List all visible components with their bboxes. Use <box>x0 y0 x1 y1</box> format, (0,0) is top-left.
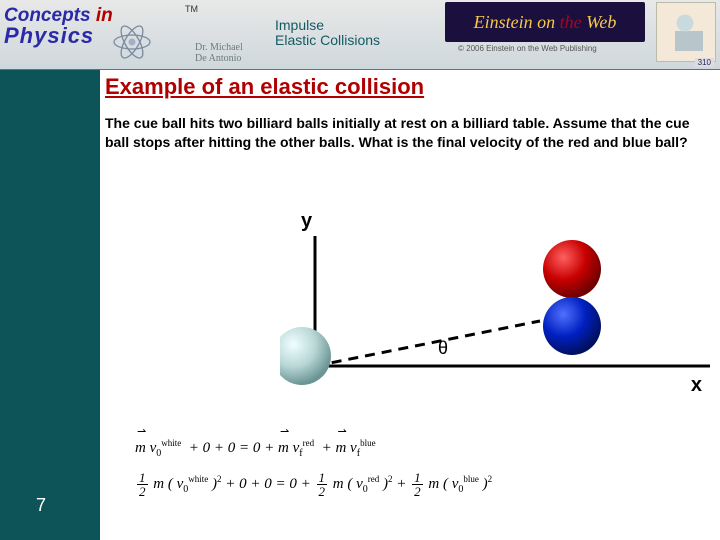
momentum-equation: m v0white + 0 + 0 = 0 + m vfred + m vfbl… <box>135 430 695 466</box>
theta-label: θ <box>438 338 448 359</box>
topic-title: Impulse Elastic Collisions <box>275 18 380 49</box>
blue-ball <box>543 297 601 355</box>
trademark: TM <box>185 4 198 14</box>
cue-ball <box>280 327 331 385</box>
slide-title: Example of an elastic collision <box>105 74 715 100</box>
energy-equation: 12 m ( v0white )2 + 0 + 0 = 0 + 12 m ( v… <box>135 466 695 502</box>
page-number: 7 <box>36 495 46 516</box>
einstein-logo: Einstein on the Web <box>445 2 645 42</box>
problem-text: The cue ball hits two billiard balls ini… <box>105 114 710 152</box>
left-stripe <box>0 0 100 540</box>
equations-block: m v0white + 0 + 0 = 0 + m vfred + m vfbl… <box>135 430 695 502</box>
author-name: Dr. Michael De Antonio <box>195 42 243 64</box>
publisher-icon <box>656 2 716 62</box>
red-ball <box>543 240 601 298</box>
y-axis-label: y <box>301 210 312 233</box>
logo-concepts-in-physics: Concepts in Physics <box>4 6 113 47</box>
atom-icon <box>110 20 154 64</box>
slide-counter: 310 <box>695 58 714 67</box>
trajectory-line <box>315 321 540 366</box>
copyright-text: © 2006 Einstein on the Web Publishing <box>458 44 597 53</box>
diagram-svg <box>280 216 710 416</box>
collision-diagram: y θ x <box>280 216 710 416</box>
slide-content: Example of an elastic collision The cue … <box>105 74 715 152</box>
header-bar: Concepts in Physics TM Impulse Elastic C… <box>0 0 720 70</box>
x-axis-label: x <box>691 374 702 397</box>
